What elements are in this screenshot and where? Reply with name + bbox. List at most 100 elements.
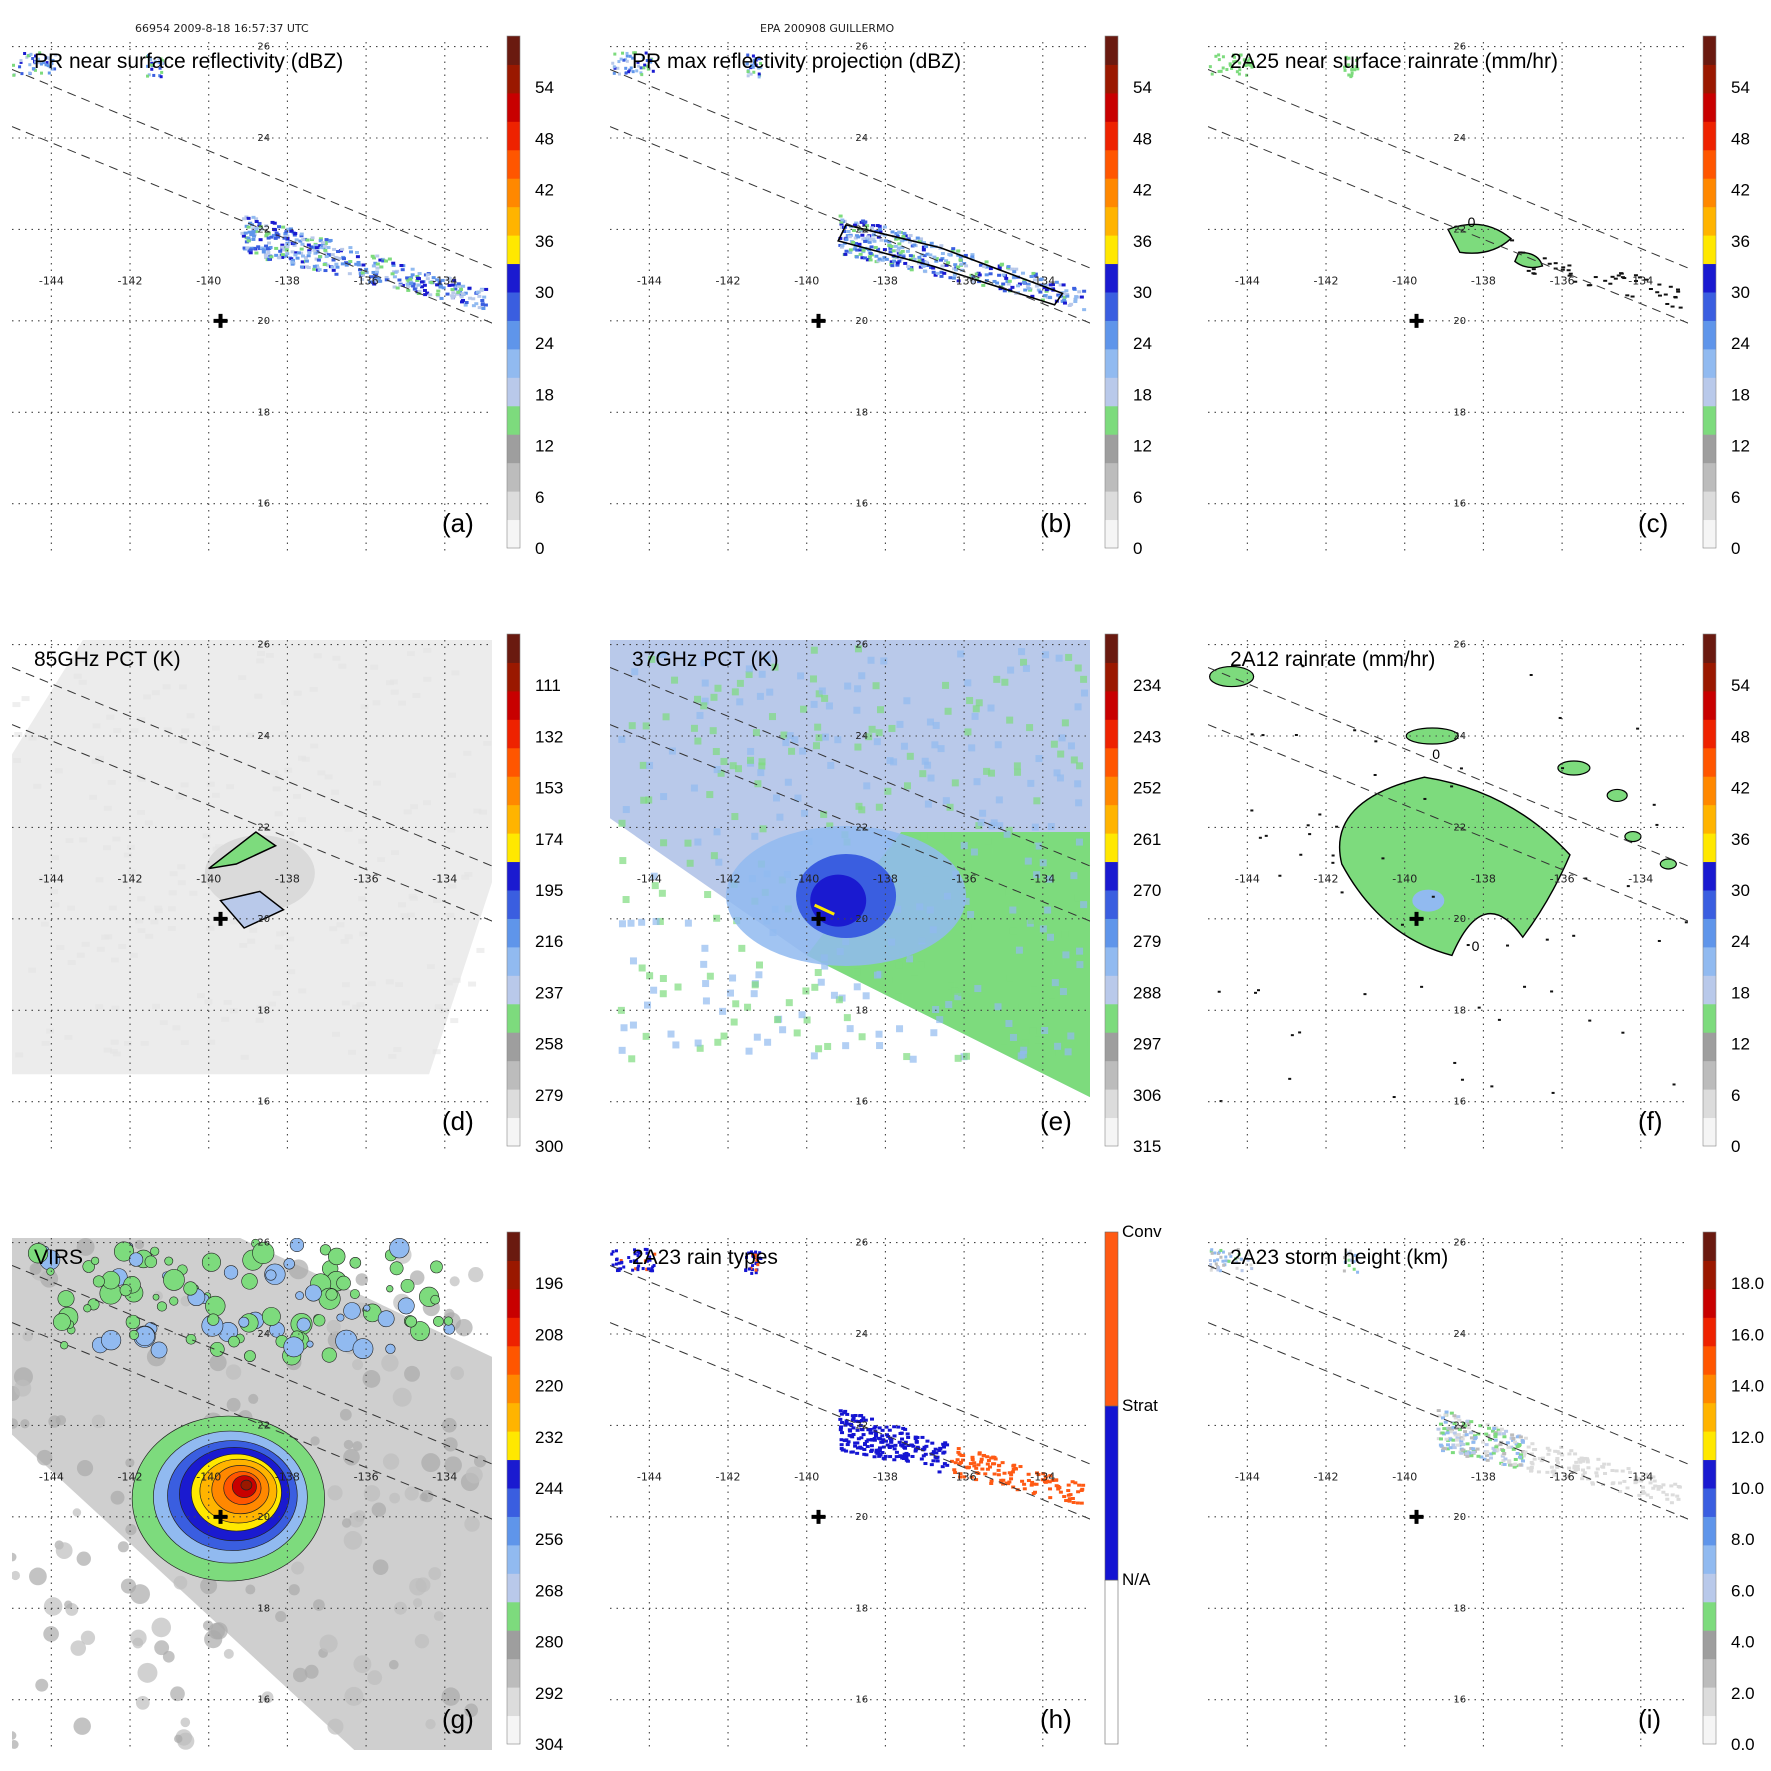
swath-pixel bbox=[19, 59, 23, 63]
swath-pixel bbox=[1521, 251, 1526, 254]
swath-pixel bbox=[861, 237, 866, 241]
lon-tick-label: -138 bbox=[1471, 274, 1496, 287]
swath-pixel bbox=[1231, 1260, 1235, 1264]
swath-pixel bbox=[1066, 1483, 1071, 1487]
colorbar-swatch bbox=[1105, 634, 1118, 663]
swath-pixel bbox=[324, 255, 329, 259]
scan-texture bbox=[130, 728, 139, 734]
scan-texture bbox=[719, 1007, 727, 1015]
scan-texture bbox=[329, 926, 338, 932]
swath-pixel bbox=[876, 247, 881, 251]
cloud-texture bbox=[110, 1490, 125, 1505]
swath-pixel bbox=[415, 290, 420, 294]
swath-pixel bbox=[1676, 290, 1681, 293]
scan-texture bbox=[745, 671, 753, 679]
swath-pixel bbox=[877, 1453, 882, 1457]
cloud-top bbox=[295, 1291, 304, 1300]
colorbar-tick-label: 300 bbox=[535, 1137, 563, 1156]
scan-texture bbox=[154, 908, 163, 914]
swath-pixel bbox=[438, 284, 443, 288]
colorbar-frame bbox=[1702, 1231, 1717, 1745]
swath-pixel bbox=[1006, 265, 1011, 269]
swath-pixel bbox=[1556, 1461, 1561, 1465]
swath-pixel bbox=[865, 224, 870, 228]
lon-tick-label: -134 bbox=[432, 1470, 457, 1483]
swath-pixel bbox=[939, 244, 944, 248]
swath-pixel bbox=[839, 1438, 844, 1442]
scan-texture bbox=[629, 1021, 637, 1029]
swath-pixel bbox=[985, 1455, 990, 1459]
swath-pixel bbox=[1518, 1463, 1523, 1467]
cloud-texture bbox=[64, 1600, 73, 1609]
scan-texture bbox=[751, 832, 759, 840]
swath-pixel bbox=[1054, 280, 1059, 284]
swath-pixel bbox=[1498, 1443, 1503, 1447]
colorbar-swatch bbox=[1105, 662, 1118, 692]
swath-pixel bbox=[309, 238, 314, 242]
scan-texture bbox=[994, 741, 1002, 749]
cloud-texture bbox=[444, 1308, 455, 1320]
swath-pixel bbox=[1651, 1486, 1656, 1490]
scan-texture bbox=[1018, 648, 1026, 656]
swath-pixel bbox=[1637, 1493, 1642, 1497]
swath-pixel bbox=[415, 276, 420, 280]
cloud-texture bbox=[465, 1466, 483, 1484]
scan-texture bbox=[403, 809, 412, 815]
swath-pixel bbox=[989, 1479, 994, 1483]
colorbar-tick-label: 18 bbox=[1133, 385, 1152, 404]
swath-pixel bbox=[452, 294, 457, 298]
swath-pixel bbox=[972, 1464, 977, 1468]
swath-pixel bbox=[415, 275, 420, 279]
scan-texture bbox=[268, 1001, 277, 1007]
cloud-top bbox=[261, 1307, 281, 1326]
colorbar-swatch bbox=[1105, 263, 1118, 293]
scan-texture bbox=[1029, 1027, 1037, 1035]
scan-texture bbox=[1076, 762, 1084, 770]
swath-pixel bbox=[420, 285, 425, 289]
scan-texture bbox=[1041, 832, 1049, 840]
colorbar-swatch bbox=[507, 235, 520, 265]
swath-pixel bbox=[839, 1425, 844, 1429]
lon-tick-label: -142 bbox=[1314, 1470, 1339, 1483]
lon-tick-label: -144 bbox=[637, 1470, 662, 1483]
swath-pixel bbox=[348, 246, 353, 250]
rain-speck bbox=[1278, 874, 1282, 877]
swath-pixel bbox=[313, 251, 318, 255]
cloud-texture bbox=[433, 1611, 444, 1622]
swath-pixel bbox=[1018, 1465, 1023, 1469]
cloud-texture bbox=[343, 1439, 354, 1450]
swath-pixel bbox=[963, 253, 968, 257]
scan-texture bbox=[639, 761, 647, 769]
swath-pixel bbox=[968, 1462, 973, 1466]
scan-texture bbox=[701, 944, 709, 952]
swath-pixel bbox=[1610, 1482, 1615, 1486]
swath-pixel bbox=[910, 1454, 915, 1458]
colorbar-swatch bbox=[1703, 662, 1716, 692]
cloud-top bbox=[152, 1293, 160, 1301]
swath-pixel bbox=[1630, 295, 1635, 298]
scan-texture bbox=[1076, 947, 1084, 955]
swath-pixel bbox=[1012, 275, 1017, 279]
swath-pixel bbox=[958, 258, 963, 262]
scan-texture bbox=[298, 988, 307, 994]
colorbar-tick-label: 279 bbox=[535, 1086, 563, 1105]
swath-pixel bbox=[1065, 292, 1070, 296]
scan-texture bbox=[853, 706, 861, 714]
scan-texture bbox=[890, 758, 898, 766]
swath-pixel bbox=[450, 294, 455, 298]
swath-pixel bbox=[860, 1427, 865, 1431]
swath-pixel bbox=[373, 261, 378, 265]
swath-pixel bbox=[435, 278, 440, 282]
swath-pixel bbox=[940, 257, 945, 261]
swath-pixel bbox=[28, 71, 32, 75]
scan-texture bbox=[135, 918, 144, 924]
swath-pixel bbox=[1594, 1474, 1599, 1478]
swath-pixel bbox=[1447, 1427, 1452, 1431]
scan-texture bbox=[967, 911, 975, 919]
swath-pixel bbox=[1549, 1465, 1554, 1469]
swath-pixel bbox=[1668, 285, 1673, 288]
colorbar-tick-label: 304 bbox=[535, 1735, 563, 1754]
